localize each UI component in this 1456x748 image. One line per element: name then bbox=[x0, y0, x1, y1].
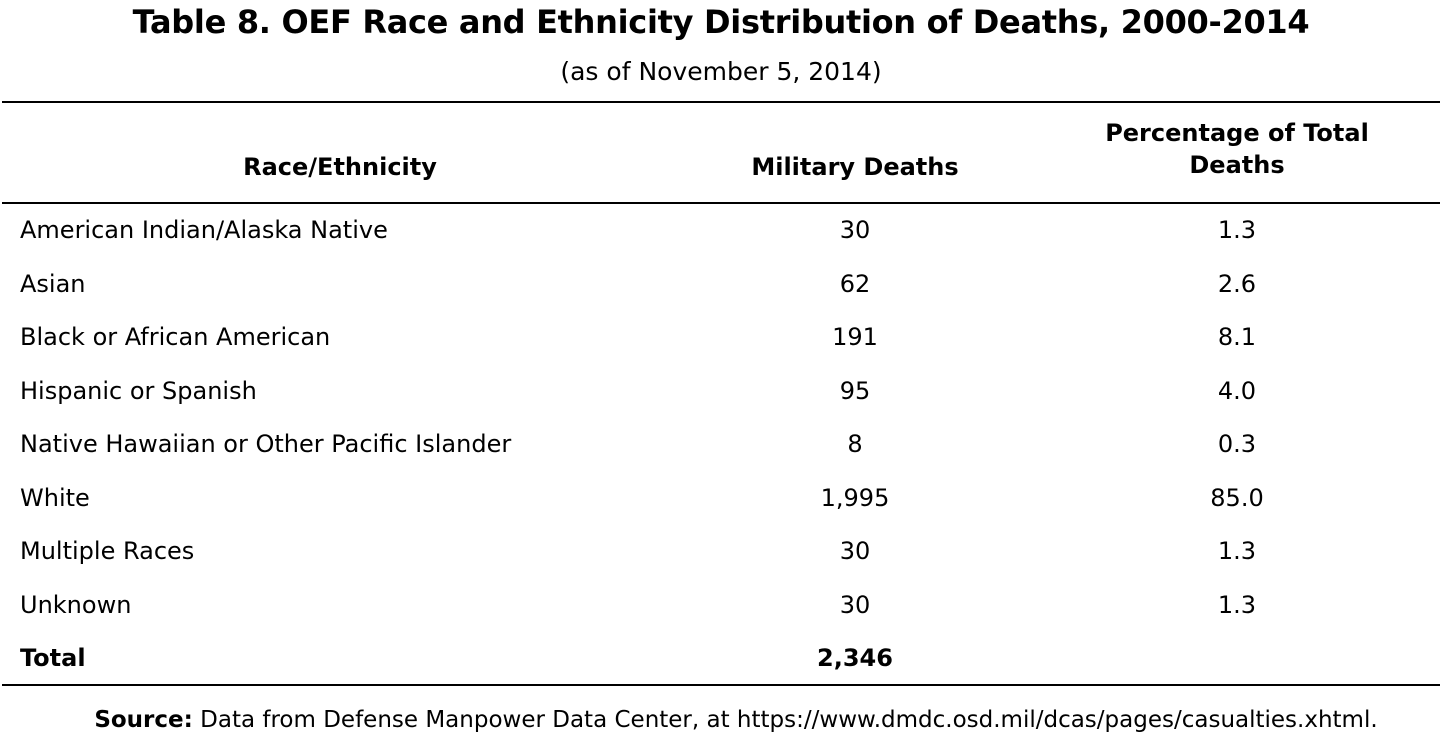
race-cell: Unknown bbox=[20, 590, 132, 619]
percentage-cell: 1.3 bbox=[1217, 216, 1257, 244]
race-cell: Black or African American bbox=[20, 323, 331, 351]
source-label: Source: bbox=[94, 707, 193, 733]
race-cell: White bbox=[20, 483, 90, 512]
source-text: Data from Defense Manpower Data Center, … bbox=[200, 707, 1378, 733]
percentage-cell: 0.3 bbox=[1217, 430, 1257, 458]
percentage-cell: 4.0 bbox=[1217, 376, 1257, 405]
source-note: Source: Data from Defense Manpower Data … bbox=[0, 703, 1456, 737]
percentage-cell: 85.0 bbox=[1210, 483, 1264, 512]
race-cell: Multiple Races bbox=[20, 537, 195, 565]
deaths-cell: 95 bbox=[839, 376, 871, 405]
table-row: American Indian/Alaska Native 30 1.3 bbox=[0, 204, 1442, 258]
table-row: Multiple Races 30 1.3 bbox=[0, 525, 1442, 579]
table-title: Table 8. OEF Race and Ethnicity Distribu… bbox=[132, 3, 1310, 41]
deaths-cell: 30 bbox=[839, 590, 871, 619]
table-row: Hispanic or Spanish 95 4.0 bbox=[0, 365, 1442, 419]
percentage-cell: 2.6 bbox=[1217, 269, 1257, 298]
deaths-cell: 30 bbox=[839, 216, 871, 244]
table-body: American Indian/Alaska Native 30 1.3 Asi… bbox=[0, 204, 1442, 686]
total-row: Total 2,346 bbox=[0, 632, 1442, 686]
table-row: Asian 62 2.6 bbox=[0, 258, 1442, 312]
race-cell: Native Hawaiian or Other Pacific Islande… bbox=[20, 430, 512, 458]
total-deaths: 2,346 bbox=[817, 644, 893, 672]
table-row: White 1,995 85.0 bbox=[0, 472, 1442, 526]
percentage-cell: 8.1 bbox=[1217, 323, 1257, 351]
table-subtitle: (as of November 5, 2014) bbox=[560, 57, 882, 86]
deaths-cell: 62 bbox=[839, 269, 871, 298]
deaths-cell: 8 bbox=[847, 430, 863, 458]
header-rule bbox=[2, 202, 1440, 204]
column-header-race: Race/Ethnicity bbox=[243, 153, 437, 181]
race-cell: American Indian/Alaska Native bbox=[20, 216, 388, 244]
deaths-cell: 191 bbox=[832, 323, 878, 351]
race-cell: Hispanic or Spanish bbox=[20, 376, 257, 405]
column-header-deaths: Military Deaths bbox=[751, 153, 959, 181]
percentage-cell: 1.3 bbox=[1217, 537, 1257, 565]
table-row: Unknown 30 1.3 bbox=[0, 579, 1442, 633]
percentage-cell: 1.3 bbox=[1217, 590, 1257, 619]
table-row: Native Hawaiian or Other Pacific Islande… bbox=[0, 418, 1442, 472]
column-header-percentage: Percentage of Total Deaths bbox=[1105, 119, 1369, 179]
deaths-cell: 30 bbox=[839, 537, 871, 565]
bottom-rule bbox=[2, 684, 1440, 686]
deaths-cell: 1,995 bbox=[820, 483, 890, 512]
total-label: Total bbox=[20, 644, 86, 672]
top-rule bbox=[2, 101, 1440, 103]
table-row: Black or African American 191 8.1 bbox=[0, 311, 1442, 365]
race-cell: Asian bbox=[20, 269, 86, 298]
